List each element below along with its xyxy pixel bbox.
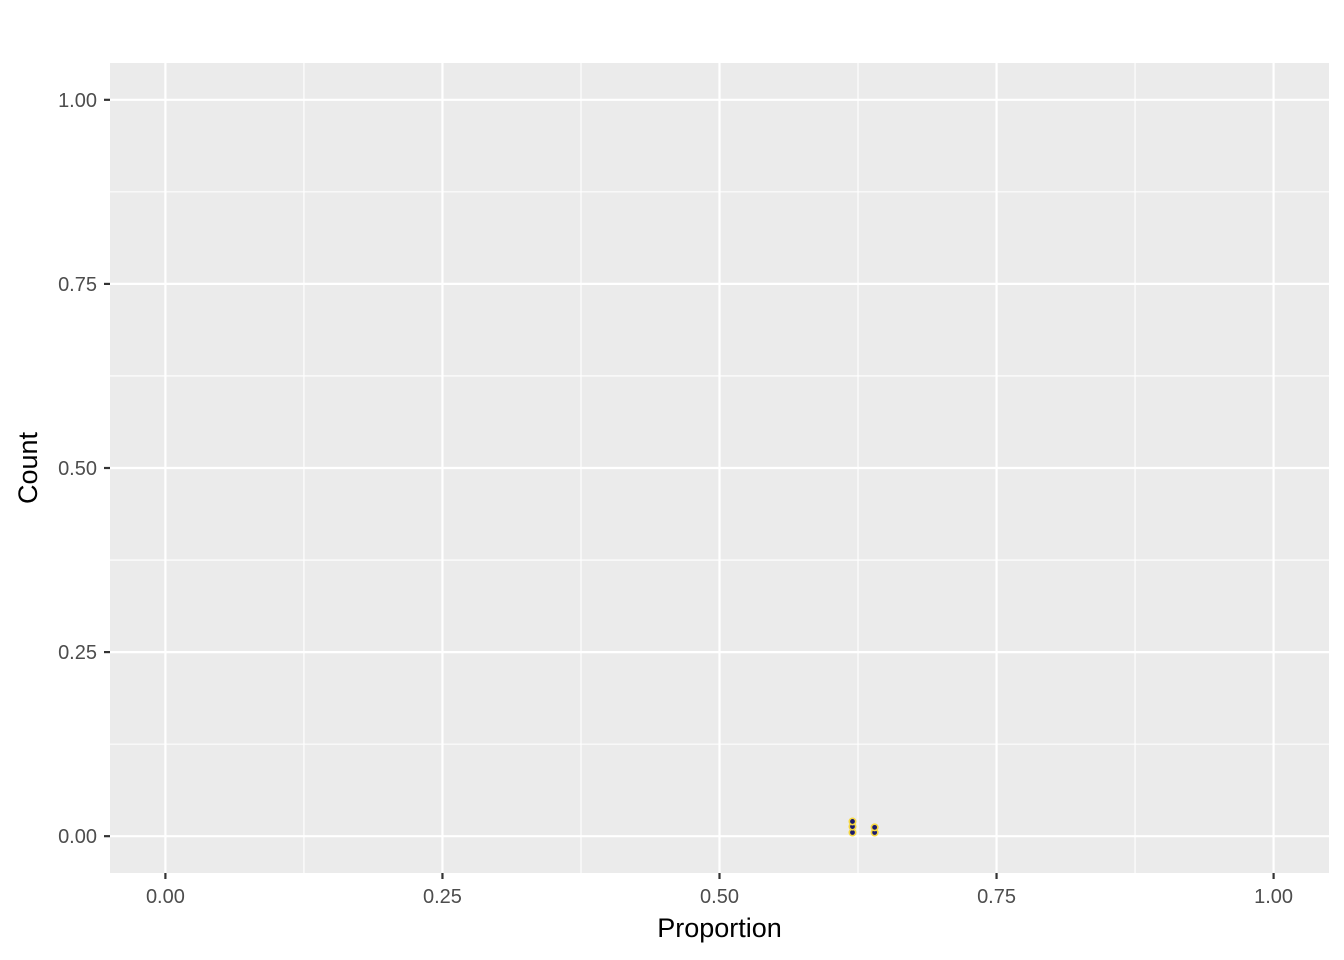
y-tick-label: 1.00 <box>58 90 97 112</box>
y-tick-label: 0.50 <box>58 458 97 480</box>
major-gridlines <box>110 63 1329 873</box>
x-tick-label: 0.25 <box>423 886 462 908</box>
y-axis: 0.00 0.25 0.50 0.75 1.00 <box>58 90 110 848</box>
y-axis-title: Count <box>13 431 43 504</box>
x-tick-label: 0.00 <box>146 886 185 908</box>
x-tick-label: 1.00 <box>1254 886 1293 908</box>
data-points <box>848 817 879 837</box>
x-axis: 0.00 0.25 0.50 0.75 1.00 <box>146 873 1293 908</box>
y-tick-label: 0.25 <box>58 642 97 664</box>
y-tick-label: 0.00 <box>58 826 97 848</box>
x-tick-label: 0.50 <box>700 886 739 908</box>
data-point <box>870 823 879 832</box>
y-tick-label: 0.75 <box>58 274 97 296</box>
x-tick-label: 0.75 <box>977 886 1016 908</box>
x-axis-title: Proportion <box>657 913 782 943</box>
data-point <box>848 817 857 826</box>
